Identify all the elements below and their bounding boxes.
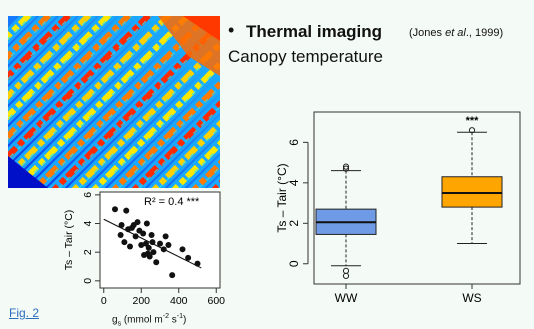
scatter-point [157, 240, 163, 247]
scatter-point [150, 249, 157, 256]
box-x-tick-label: WW [335, 291, 358, 305]
bullet-marker: • [228, 20, 235, 40]
thermal-row-hot [8, 16, 153, 161]
scatter-y-tick-label: 0 [82, 278, 94, 284]
box-y-axis-label: Ts – Tair (°C) [275, 163, 289, 232]
scatter-point [127, 243, 133, 250]
box-outlier [342, 267, 350, 274]
box-y-tick-label: 0 [287, 260, 301, 267]
thermal-row-hot [71, 39, 220, 188]
thermal-row-hot [171, 139, 220, 188]
scatter-point [194, 260, 201, 267]
section-heading: Thermal imaging [246, 22, 383, 41]
scatter-point [132, 233, 139, 240]
scatter-point [138, 242, 145, 249]
box-y-tick-label: 4 [287, 179, 301, 186]
scatter-point [117, 231, 124, 238]
scatter-point [125, 226, 132, 233]
scatter-point [179, 246, 186, 253]
scatter-x-tick-label: 400 [170, 295, 188, 307]
box-outlier [342, 272, 350, 280]
box-outlier [468, 127, 476, 134]
scatter-point [143, 220, 150, 227]
figure-link[interactable]: Fig. 2 [9, 306, 40, 320]
scatter-point [149, 239, 156, 246]
thermal-row-hot [8, 16, 33, 41]
box-y-tick-label: 6 [287, 139, 301, 146]
scatter-point [144, 250, 151, 257]
box-outlier [342, 165, 350, 172]
scatter-y-tick-label: 4 [82, 220, 94, 226]
boxplot-chart: 0 2 4 6 Ts – Tair (°C) WW WS *** [275, 111, 521, 305]
scatter-x-tick-label: 600 [207, 295, 225, 307]
scatter-point [145, 244, 152, 251]
thermal-row-hot [8, 16, 53, 61]
thermal-row-hot [111, 79, 220, 188]
scatter-point [118, 221, 125, 228]
scatter-point [140, 230, 147, 237]
thermal-row-hot [8, 16, 73, 81]
thermal-row-hot [8, 16, 133, 141]
citation-suffix: ., 1999) [465, 27, 504, 39]
scatter-x-tick-label: 0 [101, 295, 107, 307]
box-outlier [342, 163, 350, 170]
thermal-row-hot [51, 19, 220, 188]
scatter-point [134, 219, 141, 226]
scatter-point [112, 206, 118, 213]
scatter-point [142, 240, 149, 247]
scatter-point [169, 272, 176, 279]
box-x-tick-label: WS [462, 291, 481, 305]
scatter-y-tick-label: 6 [82, 192, 94, 198]
scatter-point [185, 254, 192, 261]
scatter-r2-annotation: R² = 0.4 *** [144, 196, 200, 208]
citation-prefix: (Jones [409, 27, 446, 39]
scatter-plot-frame [99, 191, 221, 289]
thermal-row-hot [91, 59, 220, 188]
scatter-y-tick-label: 2 [82, 249, 94, 255]
scatter-y-axis-label: Ts – Tair (°C) [63, 210, 75, 271]
box-ws [441, 176, 503, 208]
scatter-chart: 0 2 4 6 0 200 400 600 Ts – Tair (°C) R² = 0.4 *** [63, 191, 225, 307]
citation: (Jones et al., 1999) [409, 27, 503, 39]
thermal-row-hot [131, 99, 220, 188]
scatter-point [123, 207, 130, 214]
scatter-point [160, 246, 167, 253]
thermal-canopy-image [8, 16, 220, 188]
scatter-point [148, 231, 155, 238]
box-y-tick-label: 2 [287, 220, 301, 227]
box-significance-label: *** [466, 115, 480, 127]
scatter-x-tick-label: 200 [132, 295, 150, 307]
scatter-point [153, 259, 160, 266]
scatter-point [162, 233, 169, 240]
scatter-point [121, 239, 128, 246]
thermal-row-hot [151, 119, 220, 188]
box-plot-frame [313, 111, 521, 285]
scatter-point [165, 242, 172, 249]
citation-etal: et al [445, 27, 466, 39]
subheading: Canopy temperature [228, 47, 383, 66]
thermal-row-hot [8, 16, 113, 121]
thermal-row-hot [8, 16, 93, 101]
scatter-x-axis-label: gs (mmol m-2 s-1) [112, 313, 187, 328]
